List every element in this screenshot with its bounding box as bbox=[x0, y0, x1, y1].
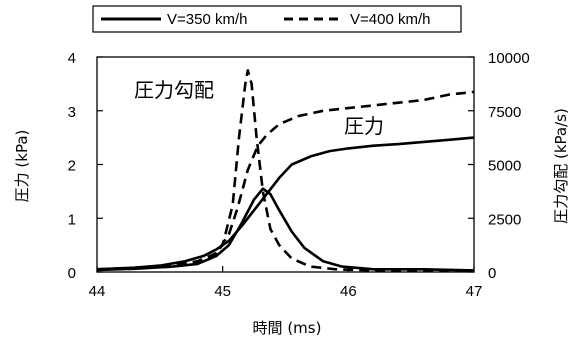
x-tick-label: 46 bbox=[340, 283, 357, 300]
series-line-pressure-0 bbox=[96, 136, 475, 271]
y-left-tick-label: 3 bbox=[68, 104, 76, 121]
y-axis-right-label: 圧力勾配 (kPa/s) bbox=[552, 108, 570, 224]
series-line-gradient-3 bbox=[96, 69, 474, 272]
y-right-tick-label: 0 bbox=[488, 265, 496, 282]
legend-label-1: V=400 km/h bbox=[350, 11, 430, 28]
y-right-tick-label: 5000 bbox=[488, 158, 521, 175]
y-axis-left-label: 圧力 (kPa) bbox=[13, 130, 31, 203]
y-left-tick-label: 2 bbox=[68, 158, 76, 175]
x-axis-label: 時間 (ms) bbox=[253, 319, 322, 337]
y-right-tick-label: 2500 bbox=[488, 211, 521, 228]
y-left-tick-label: 4 bbox=[68, 50, 76, 67]
series-layer bbox=[96, 69, 475, 272]
y-left-tick-label: 1 bbox=[68, 211, 76, 228]
legend: V=350 km/h V=400 km/h bbox=[92, 5, 462, 33]
annotation-pressure: 圧力 bbox=[344, 114, 384, 138]
legend-label-0: V=350 km/h bbox=[167, 11, 247, 28]
y-left-tick-label: 0 bbox=[68, 265, 76, 282]
x-tick-label: 47 bbox=[466, 283, 483, 300]
y-right-tick-label: 7500 bbox=[488, 104, 521, 121]
series-line-gradient-2 bbox=[96, 187, 475, 272]
y-right-tick-label: 10000 bbox=[488, 50, 530, 67]
tick-labels: 44 45 46 47 0 1 2 3 4 0 2500 5000 7500 10000 bbox=[68, 50, 530, 300]
x-tick-label: 44 bbox=[89, 283, 106, 300]
x-tick-label: 45 bbox=[214, 283, 231, 300]
series-line-pressure-1 bbox=[96, 90, 475, 271]
annotation-gradient: 圧力勾配 bbox=[134, 78, 214, 102]
